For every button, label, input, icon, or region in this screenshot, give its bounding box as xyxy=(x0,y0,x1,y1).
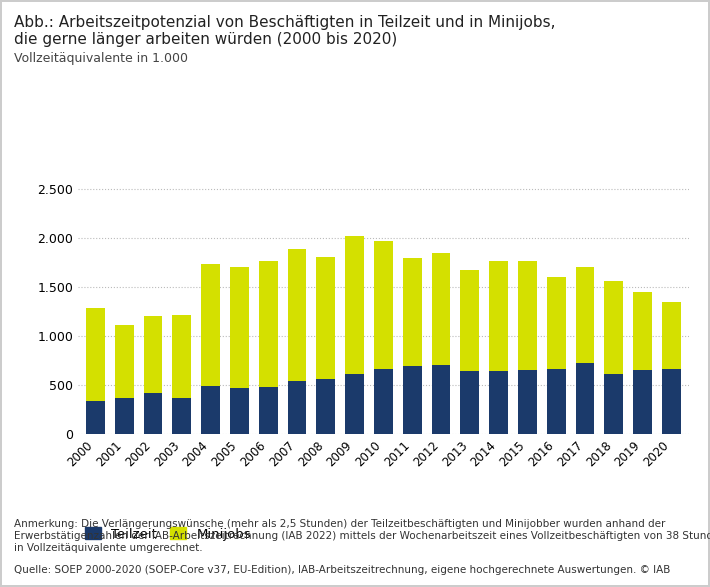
Bar xyxy=(317,257,335,379)
Bar xyxy=(345,373,364,434)
Bar xyxy=(403,366,422,434)
Bar xyxy=(403,258,422,366)
Bar xyxy=(518,370,537,434)
Text: die gerne länger arbeiten würden (2000 bis 2020): die gerne länger arbeiten würden (2000 b… xyxy=(14,32,398,48)
Bar xyxy=(317,379,335,434)
Bar xyxy=(230,388,248,434)
Bar xyxy=(115,398,133,434)
Bar xyxy=(259,261,278,387)
Bar xyxy=(489,370,508,434)
Bar xyxy=(374,241,393,369)
Bar xyxy=(662,369,681,434)
Bar xyxy=(547,369,566,434)
Bar xyxy=(86,308,105,401)
Text: Anmerkung: Die Verlängerungswünsche (mehr als 2,5 Stunden) der Teilzeitbeschäfti: Anmerkung: Die Verlängerungswünsche (meh… xyxy=(14,519,710,553)
Bar xyxy=(432,253,450,365)
Bar xyxy=(374,369,393,434)
Bar xyxy=(201,386,220,434)
Bar xyxy=(115,325,133,398)
Bar xyxy=(173,398,191,434)
Bar xyxy=(518,261,537,370)
Bar xyxy=(461,370,479,434)
Bar xyxy=(143,393,163,434)
Bar xyxy=(576,363,594,434)
Bar xyxy=(604,281,623,373)
Bar xyxy=(489,261,508,370)
Text: Quelle: SOEP 2000-2020 (SOEP-Core v37, EU-Edition), IAB-Arbeitszeitrechnung, eig: Quelle: SOEP 2000-2020 (SOEP-Core v37, E… xyxy=(14,565,670,575)
Bar xyxy=(86,401,105,434)
Bar xyxy=(345,236,364,373)
Bar xyxy=(288,249,306,382)
Bar xyxy=(201,264,220,386)
Bar xyxy=(662,302,681,369)
Text: Abb.: Arbeitszeitpotenzial von Beschäftigten in Teilzeit und in Minijobs,: Abb.: Arbeitszeitpotenzial von Beschäfti… xyxy=(14,15,556,30)
Bar xyxy=(173,315,191,398)
Legend: Teilzeit, Minijobs: Teilzeit, Minijobs xyxy=(84,527,251,541)
Text: Vollzeitäquivalente in 1.000: Vollzeitäquivalente in 1.000 xyxy=(14,52,188,65)
Bar xyxy=(461,271,479,370)
Bar xyxy=(576,268,594,363)
Bar xyxy=(633,370,652,434)
Bar xyxy=(230,268,248,388)
Bar xyxy=(604,373,623,434)
Bar xyxy=(547,277,566,369)
Bar xyxy=(432,365,450,434)
Bar xyxy=(143,316,163,393)
Bar xyxy=(288,382,306,434)
Bar xyxy=(633,292,652,370)
Bar xyxy=(259,387,278,434)
